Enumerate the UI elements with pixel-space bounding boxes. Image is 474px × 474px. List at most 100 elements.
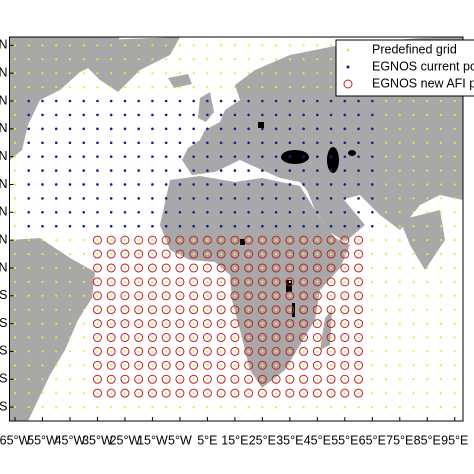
grid-point <box>82 322 85 325</box>
afi-point <box>299 319 309 329</box>
grid-point <box>453 294 456 297</box>
grid-point <box>384 239 388 242</box>
grid-point <box>68 113 72 117</box>
grid-point <box>357 169 360 172</box>
grid-point <box>302 378 305 381</box>
afi-point <box>257 235 267 245</box>
grid-point <box>453 169 456 172</box>
grid-point <box>68 224 72 228</box>
grid-point <box>316 378 319 381</box>
grid-point <box>453 211 456 214</box>
grid-point <box>302 58 305 61</box>
afi-point <box>161 291 171 301</box>
afi-point <box>189 346 199 356</box>
grid-point <box>357 113 360 117</box>
grid-point <box>82 280 85 283</box>
grid-point <box>233 85 236 89</box>
afi-point <box>120 388 130 398</box>
grid-point <box>439 225 443 228</box>
afi-point <box>161 235 171 245</box>
legend-label: EGNOS current points <box>372 59 474 73</box>
grid-point <box>261 392 264 395</box>
afi-point <box>271 263 281 273</box>
grid-point <box>82 252 85 256</box>
grid-point <box>192 364 195 367</box>
grid-point <box>165 392 168 395</box>
grid-point <box>302 72 305 75</box>
grid-point <box>288 239 291 242</box>
grid-point <box>426 336 429 339</box>
grid-point <box>164 141 168 145</box>
grid-point <box>164 197 168 200</box>
grid-point <box>96 224 99 228</box>
afi-point <box>230 333 240 343</box>
grid-point <box>123 405 127 409</box>
afi-point <box>271 235 281 245</box>
grid-point <box>247 197 250 200</box>
grid-point <box>302 169 305 172</box>
grid-point <box>329 127 333 131</box>
grid-point <box>41 58 44 61</box>
grid-point <box>247 322 250 325</box>
grid-point <box>302 239 305 242</box>
grid-point <box>247 405 250 409</box>
afi-point <box>92 388 102 398</box>
grid-point <box>329 378 333 381</box>
afi-point <box>161 277 171 287</box>
afi-point <box>230 249 240 259</box>
grid-point <box>137 155 140 158</box>
grid-point <box>82 155 86 158</box>
grid-point <box>68 183 72 186</box>
grid-point <box>357 308 360 311</box>
afi-point <box>340 263 350 273</box>
grid-point <box>357 336 360 339</box>
grid-point <box>302 85 305 89</box>
grid-points <box>13 44 456 409</box>
grid-point <box>233 252 236 256</box>
grid-point <box>302 405 305 409</box>
grid-point <box>329 85 333 89</box>
grid-point <box>398 392 401 395</box>
grid-point <box>233 336 236 339</box>
grid-point <box>316 72 319 75</box>
afi-point <box>354 333 364 343</box>
afi-point <box>147 291 157 301</box>
afi-point <box>244 360 254 370</box>
afi-point <box>134 291 144 301</box>
grid-point <box>426 155 429 158</box>
afi-point <box>312 346 322 356</box>
grid-point <box>82 239 85 242</box>
grid-point <box>178 183 182 186</box>
afi-point <box>326 346 336 356</box>
point-series <box>27 99 374 228</box>
grid-point <box>247 141 250 145</box>
grid-point <box>192 127 195 131</box>
afi-point <box>271 291 281 301</box>
grid-point <box>412 183 415 186</box>
grid-point <box>82 58 85 61</box>
afi-point <box>189 235 199 245</box>
afi-point <box>147 360 157 370</box>
grid-point <box>329 266 333 270</box>
afi-point <box>134 360 144 370</box>
afi-point <box>120 249 130 259</box>
grid-point <box>192 252 195 256</box>
grid-point <box>302 113 305 117</box>
legend-marker <box>346 65 350 69</box>
grid-point <box>54 169 58 172</box>
grid-point <box>371 252 374 256</box>
afi-point <box>299 235 309 245</box>
afi-point <box>285 319 295 329</box>
grid-point <box>27 336 30 339</box>
afi-point <box>257 333 267 343</box>
grid-point <box>398 350 401 353</box>
x-tick-label: 25°E <box>249 433 276 447</box>
grid-point <box>220 322 223 325</box>
greenland <box>48 37 180 92</box>
grid-point <box>109 183 113 186</box>
grid-point <box>41 99 44 103</box>
grid-point <box>178 378 182 381</box>
grid-point <box>412 169 415 172</box>
grid-point <box>302 211 305 214</box>
afi-point <box>216 263 226 273</box>
